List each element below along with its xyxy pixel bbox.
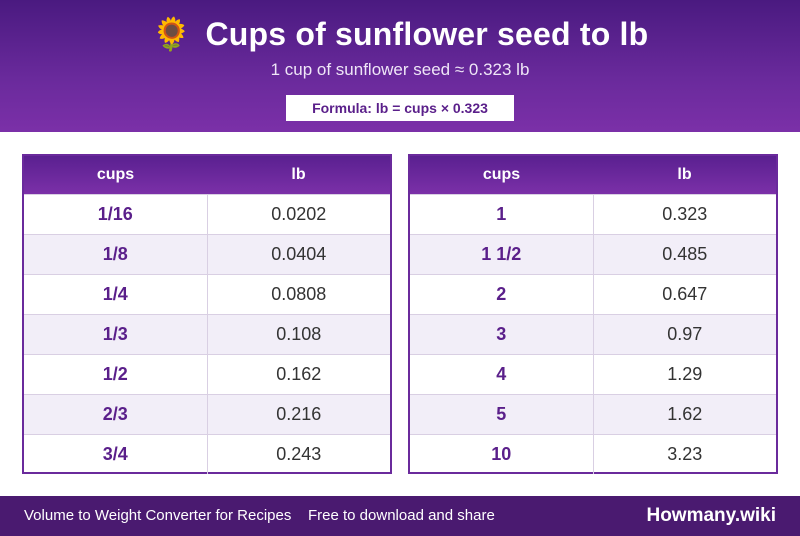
cups-cell: 5 xyxy=(410,395,594,434)
table-row: 1 0.323 xyxy=(410,194,776,234)
table-row: 1 1/2 0.485 xyxy=(410,234,776,274)
cups-cell: 1/3 xyxy=(24,315,208,354)
lb-cell: 0.485 xyxy=(662,244,708,264)
lb-cell: 0.0808 xyxy=(271,284,327,304)
table-header: cups lb xyxy=(24,156,390,194)
footer-share-note: Free to download and share xyxy=(308,507,495,524)
conversion-table-right: cups lb 1 0.323 1 1/2 0.485 2 0.647 3 0.… xyxy=(408,154,778,474)
cups-cell: 2/3 xyxy=(24,395,208,434)
cups-cell: 1 1/2 xyxy=(410,235,594,274)
title-row: 🌻 Cups of sunflower seed to lb xyxy=(0,14,800,54)
table-row: 3 0.97 xyxy=(410,314,776,354)
page-subtitle: 1 cup of sunflower seed ≈ 0.323 lb xyxy=(270,60,530,79)
conversion-table-left: cups lb 1/16 0.0202 1/8 0.0404 1/4 0.080… xyxy=(22,154,392,474)
cups-cell: 4 xyxy=(410,355,594,394)
table-header: cups lb xyxy=(410,156,776,194)
brand-logo[interactable]: Howmany.wiki xyxy=(646,505,776,526)
cups-cell: 1/4 xyxy=(24,275,208,314)
footer-bar: Volume to Weight Converter for Recipes F… xyxy=(0,496,800,536)
lb-cell: 1.29 xyxy=(667,364,703,384)
lb-cell: 0.216 xyxy=(276,404,322,424)
table-row: 1/3 0.108 xyxy=(24,314,390,354)
lb-cell: 0.108 xyxy=(276,324,322,344)
lb-cell: 0.162 xyxy=(276,364,322,384)
column-header-lb: lb xyxy=(291,166,306,183)
cups-cell: 2 xyxy=(410,275,594,314)
cups-cell: 1/2 xyxy=(24,355,208,394)
page-title: Cups of sunflower seed to lb xyxy=(205,16,649,52)
lb-cell: 1.62 xyxy=(667,404,703,424)
table-row: 1/8 0.0404 xyxy=(24,234,390,274)
lb-cell: 0.647 xyxy=(662,284,708,304)
table-row: 10 3.23 xyxy=(410,434,776,474)
table-row: 1/16 0.0202 xyxy=(24,194,390,234)
table-row: 5 1.62 xyxy=(410,394,776,434)
table-row: 4 1.29 xyxy=(410,354,776,394)
cups-cell: 1/8 xyxy=(24,235,208,274)
lb-cell: 3.23 xyxy=(667,444,703,464)
cups-cell: 1/16 xyxy=(24,195,208,234)
header-banner: 🌻 Cups of sunflower seed to lb 1 cup of … xyxy=(0,0,800,132)
column-header-cups: cups xyxy=(96,166,135,183)
lb-cell: 0.0404 xyxy=(271,244,327,264)
cups-cell: 10 xyxy=(410,435,594,474)
table-row: 3/4 0.243 xyxy=(24,434,390,474)
cups-cell: 1 xyxy=(410,195,594,234)
lb-cell: 0.243 xyxy=(276,444,322,464)
table-row: 1/2 0.162 xyxy=(24,354,390,394)
sunflower-icon: 🌻 xyxy=(151,16,192,52)
lb-cell: 0.323 xyxy=(662,204,708,224)
table-row: 2 0.647 xyxy=(410,274,776,314)
table-row: 1/4 0.0808 xyxy=(24,274,390,314)
lb-cell: 0.0202 xyxy=(271,204,327,224)
cups-cell: 3/4 xyxy=(24,435,208,474)
cups-cell: 3 xyxy=(410,315,594,354)
lb-cell: 0.97 xyxy=(667,324,703,344)
column-header-lb: lb xyxy=(677,166,692,183)
formula-badge: Formula: lb = cups × 0.323 xyxy=(286,95,514,121)
table-row: 2/3 0.216 xyxy=(24,394,390,434)
footer-tagline: Volume to Weight Converter for Recipes xyxy=(24,507,292,524)
column-header-cups: cups xyxy=(482,166,521,183)
